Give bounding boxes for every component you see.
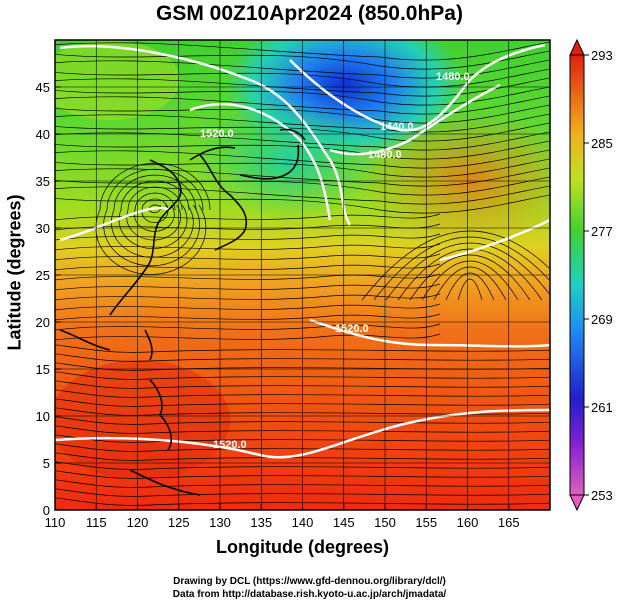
streamline bbox=[55, 416, 550, 425]
x-axis-title: Longitude (degrees) bbox=[215, 537, 389, 557]
contour-label: 1440.0 bbox=[380, 121, 414, 133]
streamline bbox=[55, 303, 441, 311]
map-title: GSM 00Z10Apr2024 (850.0hPa) bbox=[156, 2, 463, 25]
contour-label: 1480.0 bbox=[368, 149, 402, 161]
x-tick-label: 165 bbox=[498, 515, 520, 530]
streamline bbox=[55, 68, 550, 88]
y-axis-ticks: 0 5 10 15 20 25 30 35 40 45 bbox=[36, 80, 61, 518]
x-tick-label: 155 bbox=[415, 515, 437, 530]
x-tick-label: 150 bbox=[374, 515, 396, 530]
streamline bbox=[55, 113, 550, 133]
x-tick-label: 160 bbox=[457, 515, 479, 530]
x-axis-ticks: 110 115 120 125 130 135 140 145 150 155 160 165 bbox=[45, 504, 520, 530]
streamline bbox=[457, 278, 483, 301]
y-tick-label: 40 bbox=[36, 127, 50, 142]
streamline bbox=[55, 313, 441, 321]
colorbar-tick-label: 293 bbox=[591, 48, 613, 63]
colorbar-tick-label: 253 bbox=[591, 488, 613, 503]
height-contours bbox=[55, 43, 550, 459]
streamline bbox=[55, 263, 441, 271]
colorbar-tick-label: 285 bbox=[591, 136, 613, 151]
streamline bbox=[55, 41, 550, 61]
map-grid bbox=[55, 40, 550, 510]
data-credit: Data from http://database.rish.kyoto-u.a… bbox=[172, 589, 447, 600]
streamline bbox=[55, 213, 441, 221]
streamline bbox=[55, 243, 441, 251]
colorbar-scale bbox=[569, 54, 585, 496]
y-tick-label: 45 bbox=[36, 80, 50, 95]
streamline bbox=[55, 86, 550, 106]
y-tick-label: 10 bbox=[36, 409, 50, 424]
streamline bbox=[55, 323, 441, 331]
colorbar-min-arrow bbox=[569, 494, 585, 512]
colorbar-tick-label: 269 bbox=[591, 312, 613, 327]
y-tick-label: 20 bbox=[36, 315, 50, 330]
contour-label: 1520.0 bbox=[335, 323, 369, 335]
x-tick-label: 120 bbox=[127, 515, 149, 530]
streamline bbox=[409, 254, 531, 301]
y-tick-label: 25 bbox=[36, 268, 50, 283]
colorbar-tick-label: 277 bbox=[591, 224, 613, 239]
x-tick-label: 125 bbox=[168, 515, 190, 530]
streamline bbox=[55, 344, 550, 353]
streamline bbox=[55, 479, 550, 488]
x-tick-label: 115 bbox=[86, 515, 107, 530]
y-axis-title: Latitude (degrees) bbox=[4, 194, 25, 351]
streamline bbox=[55, 371, 550, 380]
colorbar-tick-label: 261 bbox=[591, 400, 613, 415]
streamline bbox=[55, 380, 550, 389]
y-tick-label: 15 bbox=[36, 362, 50, 377]
streamline bbox=[55, 470, 550, 479]
contour-label: 1480.0 bbox=[436, 71, 470, 83]
y-tick-label: 35 bbox=[36, 174, 50, 189]
contour-label: 1520.0 bbox=[213, 439, 247, 451]
x-tick-label: 130 bbox=[209, 515, 231, 530]
streamline bbox=[55, 167, 550, 187]
colorbar: 293 285 277 269 261 253 bbox=[569, 38, 613, 512]
y-tick-label: 5 bbox=[43, 456, 50, 471]
contour-label: 1520.0 bbox=[200, 128, 234, 140]
streamline bbox=[55, 389, 550, 398]
streamline bbox=[55, 176, 550, 196]
streamline bbox=[55, 158, 550, 178]
streamline bbox=[55, 434, 550, 443]
streamline bbox=[55, 398, 550, 407]
streamline bbox=[55, 461, 550, 470]
streamline bbox=[55, 353, 550, 362]
streamline bbox=[421, 260, 519, 301]
streamline bbox=[55, 233, 441, 241]
streamline bbox=[55, 452, 550, 461]
streamline bbox=[361, 230, 550, 301]
colorbar-max-arrow bbox=[569, 38, 585, 56]
streamline bbox=[55, 425, 550, 434]
x-tick-label: 135 bbox=[250, 515, 272, 530]
y-tick-label: 0 bbox=[43, 503, 50, 518]
streamline bbox=[55, 149, 550, 169]
streamline bbox=[103, 168, 204, 267]
streamline bbox=[55, 253, 441, 261]
streamline bbox=[373, 236, 550, 301]
streamline bbox=[55, 185, 550, 205]
drawing-credit: Drawing by DCL (https://www.gfd-dennou.o… bbox=[173, 576, 446, 587]
x-tick-label: 110 bbox=[45, 515, 66, 530]
streamline bbox=[55, 131, 550, 151]
y-tick-label: 30 bbox=[36, 221, 50, 236]
streamline bbox=[433, 266, 507, 301]
streamline bbox=[55, 273, 441, 281]
coastlines bbox=[59, 128, 306, 496]
streamline bbox=[55, 59, 550, 79]
streamline bbox=[55, 293, 441, 301]
streamline bbox=[445, 272, 495, 301]
streamline bbox=[55, 488, 550, 497]
streamline bbox=[55, 104, 550, 124]
x-tick-label: 140 bbox=[292, 515, 314, 530]
streamline bbox=[55, 497, 550, 506]
streamline bbox=[55, 333, 441, 341]
streamline bbox=[55, 140, 550, 160]
streamline bbox=[110, 174, 197, 258]
x-tick-label: 145 bbox=[333, 515, 355, 530]
streamline bbox=[55, 283, 441, 291]
streamline bbox=[55, 407, 550, 416]
